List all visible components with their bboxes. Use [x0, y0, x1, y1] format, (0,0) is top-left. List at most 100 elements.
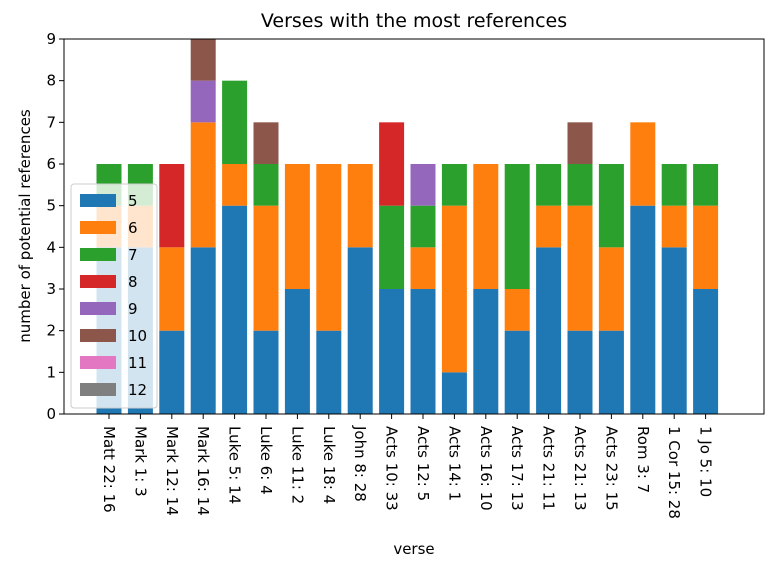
- y-tick-label: 2: [46, 322, 56, 340]
- bar-segment: [693, 205, 719, 289]
- legend-swatch: [80, 248, 116, 261]
- bar-segment: [567, 122, 593, 164]
- bar-segment: [630, 122, 656, 206]
- bar-segment: [598, 247, 624, 331]
- bar-segment: [567, 205, 593, 331]
- x-tick-label: Acts 17: 13: [508, 426, 526, 511]
- bar-segment: [504, 289, 530, 331]
- legend-label: 5: [128, 192, 138, 210]
- chart-title: Verses with the most references: [261, 10, 567, 32]
- y-tick-label: 6: [46, 155, 56, 173]
- x-tick-label: John 8: 28: [351, 425, 369, 502]
- x-tick-label: Mark 16: 14: [194, 426, 212, 516]
- y-tick-label: 9: [46, 30, 56, 48]
- bar-segment: [222, 164, 248, 206]
- bar-segment: [379, 289, 405, 414]
- legend-label: 10: [128, 327, 147, 345]
- x-tick-label: Rom 3: 7: [634, 426, 652, 493]
- y-tick-label: 0: [46, 405, 56, 423]
- bar-segment: [693, 164, 719, 206]
- bar-segment: [253, 330, 279, 414]
- bar-segment: [441, 372, 467, 414]
- bar-segment: [159, 247, 185, 331]
- x-tick-label: Luke 11: 2: [288, 426, 306, 504]
- bar-segment: [284, 289, 310, 414]
- x-tick-label: Acts 10: 33: [383, 426, 401, 511]
- legend-swatch: [80, 329, 116, 342]
- bar-segment: [379, 205, 405, 289]
- bar-segment: [410, 205, 436, 248]
- bar-segment: [159, 164, 185, 248]
- bar-segment: [504, 330, 530, 414]
- x-tick-label: Acts 23: 15: [602, 426, 620, 511]
- legend: 5 6 7 8 9 10 11 12: [70, 183, 158, 409]
- bar-segment: [284, 164, 310, 289]
- x-tick-label: Luke 6: 4: [257, 426, 275, 495]
- bar-segment: [379, 122, 405, 206]
- bar-segment: [253, 122, 279, 164]
- bar-segment: [441, 205, 467, 373]
- x-tick-label: 1 Cor 15: 28: [665, 426, 683, 519]
- y-tick-label: 4: [46, 238, 56, 256]
- y-axis: 0 1 2 3 4 5 6 7 8 9: [46, 30, 64, 423]
- bar-segment: [222, 80, 248, 164]
- bar-segment: [253, 164, 279, 206]
- legend-swatch: [80, 194, 116, 207]
- y-tick-label: 7: [46, 113, 56, 131]
- y-tick-label: 5: [46, 197, 56, 215]
- bar-segment: [504, 164, 530, 289]
- bar-segment: [190, 39, 216, 81]
- bar-segment: [347, 164, 373, 248]
- bar-segment: [190, 122, 216, 248]
- plot-frame: [63, 38, 765, 415]
- bar-segment: [661, 164, 687, 206]
- y-axis-label: number of potential references: [16, 109, 34, 343]
- legend-swatch: [80, 275, 116, 288]
- y-tick-label: 3: [46, 280, 56, 298]
- legend-box: [70, 183, 158, 409]
- legend-label: 8: [128, 273, 138, 291]
- y-tick-label: 8: [46, 72, 56, 90]
- x-tick-label: Acts 12: 5: [414, 426, 432, 501]
- legend-swatch: [80, 221, 116, 234]
- y-tick-label: 1: [46, 363, 56, 381]
- legend-label: 6: [128, 219, 138, 237]
- bar-segment: [190, 247, 216, 414]
- legend-label: 7: [128, 246, 138, 264]
- bar-segment: [567, 330, 593, 414]
- bar-segment: [661, 247, 687, 414]
- bar-segment: [567, 164, 593, 206]
- bar-segment: [473, 289, 499, 414]
- x-tick-label: Mark 1: 3: [131, 426, 149, 497]
- bar-segment: [190, 80, 216, 123]
- legend-swatch: [80, 383, 116, 396]
- x-tick-label: Acts 16: 10: [477, 426, 495, 511]
- bar-segment: [598, 164, 624, 248]
- x-tick-label: Acts 14: 1: [445, 426, 463, 501]
- bar-segment: [536, 247, 562, 414]
- legend-label: 12: [128, 381, 147, 399]
- bar-segment: [441, 164, 467, 206]
- bar-segment: [159, 330, 185, 414]
- legend-swatch: [80, 356, 116, 369]
- legend-label: 9: [128, 300, 138, 318]
- legend-label: 11: [128, 354, 147, 372]
- bar-segment: [598, 330, 624, 414]
- bar-segment: [316, 330, 342, 414]
- x-tick-label: Matt 22: 16: [100, 426, 118, 513]
- bar-segment: [222, 205, 248, 414]
- x-tick-label: Acts 21: 13: [571, 426, 589, 511]
- x-axis: Matt 22: 16 Mark 1: 3 Mark 12: 14 Mark 16: …: [100, 414, 715, 519]
- x-tick-label: Mark 12: 14: [163, 426, 181, 516]
- x-tick-label: 1 Jo 5: 10: [697, 426, 715, 497]
- bar-segment: [536, 205, 562, 248]
- bar-segment: [410, 247, 436, 289]
- bar-segment: [473, 164, 499, 289]
- bar-segment: [410, 164, 436, 206]
- x-tick-label: Luke 18: 4: [320, 426, 338, 504]
- bar-segment: [630, 205, 656, 414]
- x-axis-label: verse: [393, 540, 434, 558]
- bar-segment: [253, 205, 279, 331]
- bar-segment: [693, 289, 719, 414]
